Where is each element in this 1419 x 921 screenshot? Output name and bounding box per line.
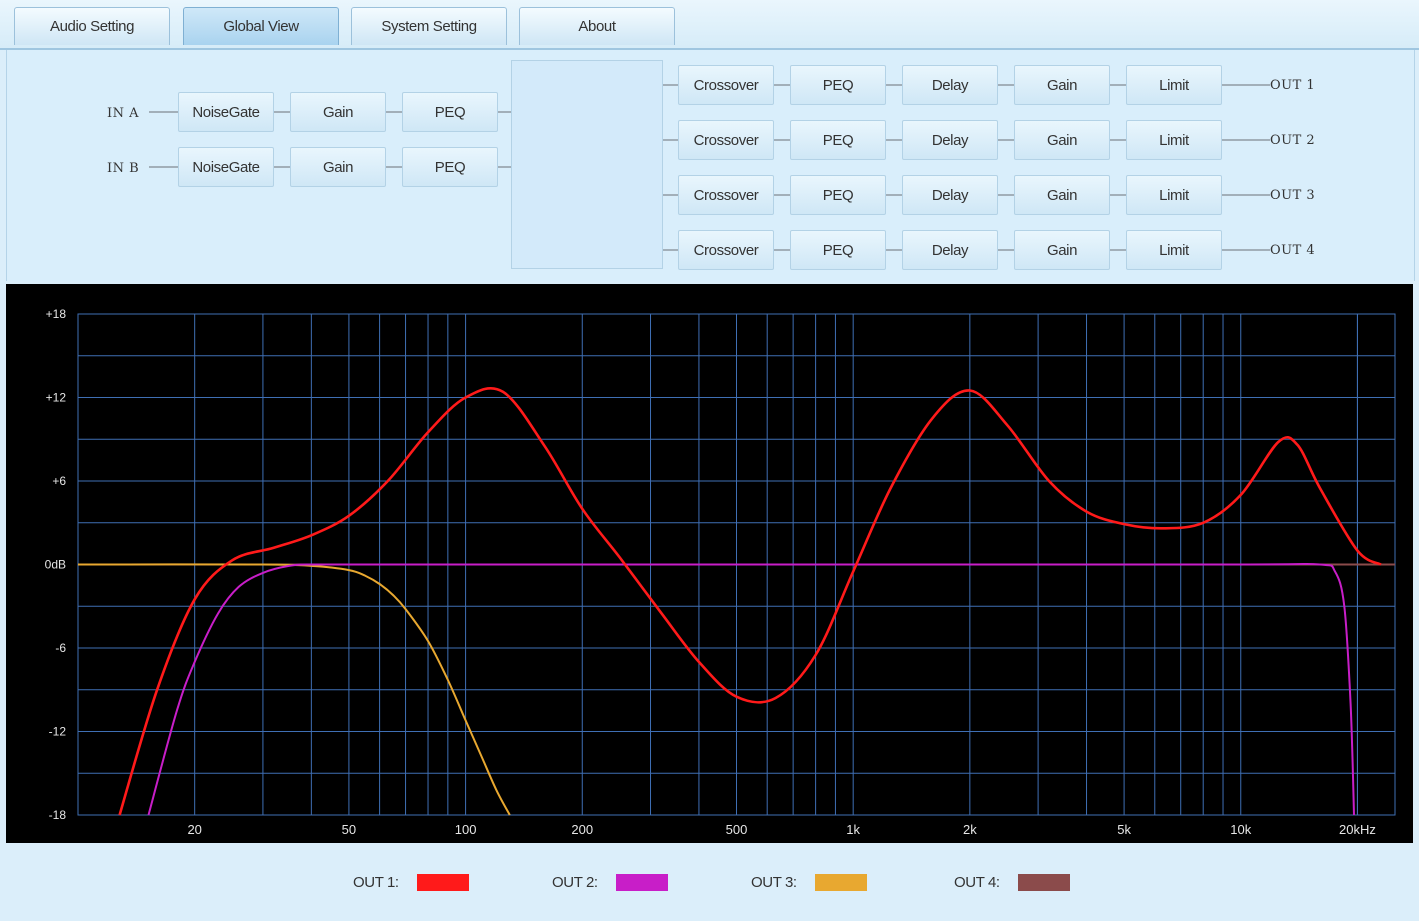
- crossover-out2-button[interactable]: Crossover: [678, 120, 774, 160]
- input-label-a: IN A: [107, 106, 140, 121]
- x-tick-label: 10k: [1230, 822, 1251, 837]
- legend-colon-out3: :: [792, 874, 797, 891]
- peq-out1-button[interactable]: PEQ: [790, 65, 886, 105]
- limit-out3-button[interactable]: Limit: [1126, 175, 1222, 215]
- y-tick-label: +18: [46, 307, 67, 321]
- gain-out1-button[interactable]: Gain: [1014, 65, 1110, 105]
- legend-swatch-out1: [416, 874, 469, 891]
- peq-a-button[interactable]: PEQ: [402, 92, 498, 132]
- legend-item-out2: OUT 2:: [552, 874, 668, 891]
- x-tick-label: 50: [342, 822, 356, 837]
- noisegate-b-button[interactable]: NoiseGate: [178, 147, 274, 187]
- peq-out3-button[interactable]: PEQ: [790, 175, 886, 215]
- y-tick-label: -18: [49, 808, 67, 822]
- peq-out2-button[interactable]: PEQ: [790, 120, 886, 160]
- legend-label-out2: OUT 2: [552, 874, 594, 891]
- x-tick-label: 20: [187, 822, 201, 837]
- tab-system-setting[interactable]: System Setting: [351, 7, 507, 45]
- legend-swatch-out3: [814, 874, 867, 891]
- x-tick-label: 200: [571, 822, 593, 837]
- gain-out4-button[interactable]: Gain: [1014, 230, 1110, 270]
- gain-out2-button[interactable]: Gain: [1014, 120, 1110, 160]
- delay-out1-button[interactable]: Delay: [902, 65, 998, 105]
- eq-response-chart: +18 +12 +6 0dB -6 -12 -18 20 50 100 200 500 1k 2k 5k 10…: [45, 307, 1396, 837]
- legend-colon-out2: :: [593, 874, 598, 891]
- x-tick-label: 5k: [1117, 822, 1131, 837]
- gain-b-button[interactable]: Gain: [290, 147, 386, 187]
- tab-about[interactable]: About: [519, 7, 675, 45]
- y-tick-label: +12: [46, 391, 67, 405]
- limit-out1-button[interactable]: Limit: [1126, 65, 1222, 105]
- eq-response-graph: +18 +12 +6 0dB -6 -12 -18 20 50 100 200 500 1k 2k 5k 10…: [6, 284, 1413, 843]
- crossover-out1-button[interactable]: Crossover: [678, 65, 774, 105]
- legend-item-out1: OUT 1:: [353, 874, 469, 891]
- output-label-4: OUT 4: [1270, 243, 1316, 258]
- y-tick-label: 0dB: [45, 558, 66, 572]
- y-tick-label: -6: [55, 641, 66, 655]
- y-tick-label: -12: [49, 725, 67, 739]
- x-tick-label: 1k: [846, 822, 860, 837]
- gain-a-button[interactable]: Gain: [290, 92, 386, 132]
- x-tick-label: 20kHz: [1339, 822, 1376, 837]
- legend-label-out3: OUT 3: [751, 874, 793, 891]
- output-label-2: OUT 2: [1270, 133, 1316, 148]
- legend-label-out1: OUT 1: [353, 874, 395, 891]
- legend-label-out4: OUT 4: [954, 874, 996, 891]
- tab-bar: Audio Setting Global View System Setting…: [0, 0, 1419, 50]
- delay-out2-button[interactable]: Delay: [902, 120, 998, 160]
- legend-item-out4: OUT 4:: [954, 874, 1070, 891]
- output-label-3: OUT 3: [1270, 188, 1316, 203]
- series-line-out2: [147, 562, 1355, 816]
- peq-b-button[interactable]: PEQ: [402, 147, 498, 187]
- input-label-b: IN B: [107, 161, 140, 176]
- crossover-out3-button[interactable]: Crossover: [678, 175, 774, 215]
- y-tick-label: +6: [52, 474, 66, 488]
- legend-swatch-out4: [1017, 874, 1070, 891]
- legend-colon-out4: :: [995, 874, 1000, 891]
- series-line-out1: [118, 387, 1382, 816]
- x-tick-label: 2k: [963, 822, 977, 837]
- routing-matrix[interactable]: [511, 60, 663, 269]
- tab-global-view[interactable]: Global View: [183, 7, 339, 45]
- limit-out4-button[interactable]: Limit: [1126, 230, 1222, 270]
- x-tick-label: 100: [455, 822, 477, 837]
- noisegate-a-button[interactable]: NoiseGate: [178, 92, 274, 132]
- limit-out2-button[interactable]: Limit: [1126, 120, 1222, 160]
- delay-out4-button[interactable]: Delay: [902, 230, 998, 270]
- delay-out3-button[interactable]: Delay: [902, 175, 998, 215]
- legend: OUT 1: OUT 2: OUT 3: OUT 4:: [6, 846, 1413, 921]
- peq-out4-button[interactable]: PEQ: [790, 230, 886, 270]
- x-tick-label: 500: [726, 822, 748, 837]
- routing-panel: IN A NoiseGate Gain PEQ IN B NoiseGate G…: [6, 50, 1415, 281]
- legend-colon-out1: :: [394, 874, 399, 891]
- tab-audio-setting[interactable]: Audio Setting: [14, 7, 170, 45]
- legend-swatch-out2: [615, 874, 668, 891]
- crossover-out4-button[interactable]: Crossover: [678, 230, 774, 270]
- legend-item-out3: OUT 3:: [751, 874, 867, 891]
- output-label-1: OUT 1: [1270, 78, 1316, 93]
- gain-out3-button[interactable]: Gain: [1014, 175, 1110, 215]
